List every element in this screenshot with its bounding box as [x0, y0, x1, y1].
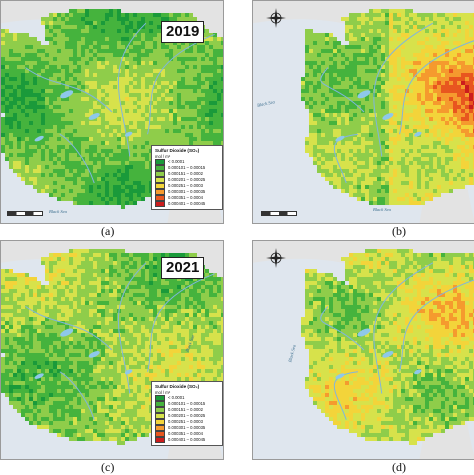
legend-label: 0.000351 – 0.0004 [168, 431, 203, 437]
legend-label: 0.000201 – 0.00025 [168, 413, 205, 419]
legend-label: 0.000251 – 0.0003 [168, 419, 203, 425]
legend-swatch [155, 437, 165, 443]
map-panel-2019: 2019 Black Sea Sulfur Dioxide (SO₂) mol … [0, 0, 224, 224]
sea-label: Black Sea [373, 207, 391, 212]
map-panel-d: Black Sea [252, 240, 474, 460]
map-panel-2021: 2021 Black Sea Sulfur Dioxide (SO₂) mol … [0, 240, 224, 460]
scale-bar [7, 211, 43, 216]
sea-label: Black Sea [49, 209, 67, 214]
panel-caption-d: (d) [392, 460, 406, 475]
legend-label: < 0.0001 [168, 159, 184, 165]
scale-bar [261, 211, 297, 216]
legend-label: 0.000101 – 0.00015 [168, 401, 205, 407]
legend-swatch [155, 201, 165, 207]
legend-label: 0.000401 – 0.00045 [168, 201, 205, 207]
panel-caption-b: (b) [392, 224, 406, 239]
panel-caption-a: (a) [101, 224, 114, 239]
panel-caption-c: (c) [101, 460, 114, 475]
legend-label: 0.000101 – 0.00015 [168, 165, 205, 171]
legend-label: 0.000251 – 0.0003 [168, 183, 203, 189]
legend-label: 0.000201 – 0.00025 [168, 177, 205, 183]
legend-label: < 0.0001 [168, 395, 184, 401]
legend-label: 0.000301 – 0.00035 [168, 189, 205, 195]
map-panel-b: Black Sea Black Sea [252, 0, 474, 224]
legend-label: 0.000401 – 0.00045 [168, 437, 205, 443]
legend-label: 0.000151 – 0.0002 [168, 407, 203, 413]
map-svg-d [253, 241, 474, 459]
legend-label: 0.000151 – 0.0002 [168, 171, 203, 177]
legend-label: 0.000301 – 0.00035 [168, 425, 205, 431]
legend-item: 0.000401 – 0.00045 [155, 437, 219, 443]
legend-item: 0.000401 – 0.00045 [155, 201, 219, 207]
year-label: 2019 [161, 21, 204, 43]
year-label: 2021 [161, 257, 204, 279]
legend-label: 0.000351 – 0.0004 [168, 195, 203, 201]
map-svg-b [253, 1, 474, 223]
